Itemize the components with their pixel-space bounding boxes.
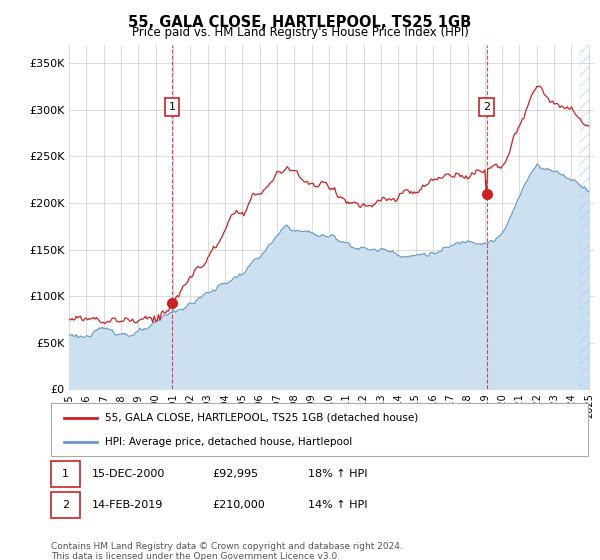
Text: £210,000: £210,000 <box>212 500 265 510</box>
Text: 14-FEB-2019: 14-FEB-2019 <box>92 500 163 510</box>
Text: 1: 1 <box>169 102 176 112</box>
Text: 2: 2 <box>484 102 490 112</box>
Text: Contains HM Land Registry data © Crown copyright and database right 2024.
This d: Contains HM Land Registry data © Crown c… <box>51 542 403 560</box>
Text: HPI: Average price, detached house, Hartlepool: HPI: Average price, detached house, Hart… <box>105 437 352 447</box>
Text: 1: 1 <box>62 469 69 479</box>
FancyBboxPatch shape <box>51 403 588 456</box>
Text: 55, GALA CLOSE, HARTLEPOOL, TS25 1GB (detached house): 55, GALA CLOSE, HARTLEPOOL, TS25 1GB (de… <box>105 413 418 423</box>
Text: 55, GALA CLOSE, HARTLEPOOL, TS25 1GB: 55, GALA CLOSE, HARTLEPOOL, TS25 1GB <box>128 15 472 30</box>
Text: Price paid vs. HM Land Registry's House Price Index (HPI): Price paid vs. HM Land Registry's House … <box>131 26 469 39</box>
Text: 15-DEC-2000: 15-DEC-2000 <box>92 469 165 479</box>
FancyBboxPatch shape <box>51 492 80 518</box>
FancyBboxPatch shape <box>51 461 80 487</box>
Text: 18% ↑ HPI: 18% ↑ HPI <box>308 469 367 479</box>
Text: 14% ↑ HPI: 14% ↑ HPI <box>308 500 367 510</box>
Text: £92,995: £92,995 <box>212 469 258 479</box>
Text: 2: 2 <box>62 500 69 510</box>
